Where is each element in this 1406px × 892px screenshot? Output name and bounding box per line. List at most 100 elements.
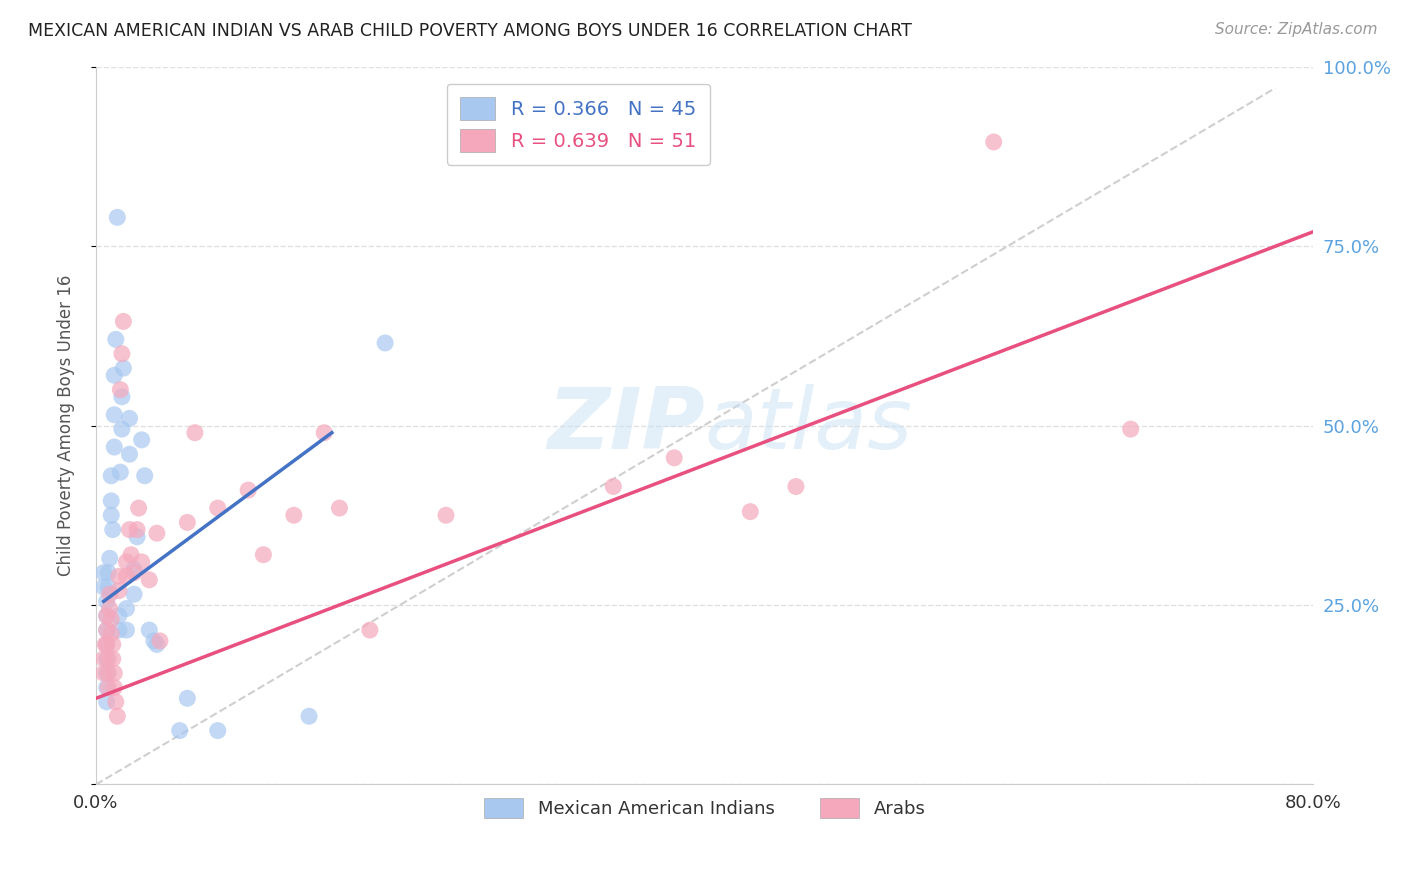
Point	[103, 440, 125, 454]
Point	[298, 709, 321, 723]
Point	[97, 652, 120, 666]
Point	[93, 666, 115, 681]
Point	[238, 483, 260, 497]
Point	[138, 573, 160, 587]
Point	[96, 666, 118, 681]
Point	[103, 666, 125, 681]
Point	[111, 422, 134, 436]
Point	[101, 523, 124, 537]
Point	[118, 447, 141, 461]
Point	[103, 408, 125, 422]
Point	[134, 468, 156, 483]
Point	[111, 390, 134, 404]
Point	[101, 652, 124, 666]
Point	[112, 361, 135, 376]
Point	[176, 691, 198, 706]
Point	[118, 411, 141, 425]
Point	[314, 425, 336, 440]
Point	[328, 501, 350, 516]
Point	[207, 723, 229, 738]
Point	[131, 555, 153, 569]
Point	[142, 633, 165, 648]
Point	[96, 652, 118, 666]
Point	[96, 623, 118, 637]
Text: ZIP: ZIP	[547, 384, 704, 467]
Point	[104, 332, 127, 346]
Point	[94, 637, 117, 651]
Legend: Mexican American Indians, Arabs: Mexican American Indians, Arabs	[477, 790, 934, 826]
Point	[146, 637, 169, 651]
Point	[131, 433, 153, 447]
Point	[104, 695, 127, 709]
Point	[98, 601, 121, 615]
Point	[115, 601, 138, 615]
Point	[127, 530, 149, 544]
Point	[169, 723, 191, 738]
Point	[105, 211, 128, 225]
Point	[118, 523, 141, 537]
Text: Source: ZipAtlas.com: Source: ZipAtlas.com	[1215, 22, 1378, 37]
Point	[108, 569, 131, 583]
Point	[97, 666, 120, 681]
Point	[96, 695, 118, 709]
Point	[664, 450, 686, 465]
Point	[98, 551, 121, 566]
Point	[98, 587, 121, 601]
Point	[120, 548, 142, 562]
Point	[283, 508, 305, 523]
Point	[105, 709, 128, 723]
Point	[103, 681, 125, 695]
Point	[983, 135, 1005, 149]
Point	[138, 623, 160, 637]
Point	[110, 465, 132, 479]
Point	[252, 548, 274, 562]
Point	[1119, 422, 1142, 436]
Point	[96, 623, 118, 637]
Point	[359, 623, 381, 637]
Point	[93, 566, 115, 580]
Point	[96, 594, 118, 608]
Point	[602, 479, 624, 493]
Point	[96, 681, 118, 695]
Point	[374, 335, 396, 350]
Point	[96, 637, 118, 651]
Point	[740, 505, 762, 519]
Point	[108, 623, 131, 637]
Point	[97, 566, 120, 580]
Point	[112, 314, 135, 328]
Point	[149, 633, 172, 648]
Point	[184, 425, 207, 440]
Point	[100, 626, 122, 640]
Point	[176, 516, 198, 530]
Point	[434, 508, 457, 523]
Point	[785, 479, 807, 493]
Text: atlas: atlas	[704, 384, 912, 467]
Point	[101, 637, 124, 651]
Point	[97, 681, 120, 695]
Point	[122, 587, 145, 601]
Point	[207, 501, 229, 516]
Point	[100, 612, 122, 626]
Point	[103, 368, 125, 383]
Point	[108, 583, 131, 598]
Point	[115, 555, 138, 569]
Point	[111, 347, 134, 361]
Point	[100, 468, 122, 483]
Point	[127, 523, 149, 537]
Point	[93, 652, 115, 666]
Point	[115, 623, 138, 637]
Point	[122, 562, 145, 576]
Point	[128, 501, 150, 516]
Point	[100, 494, 122, 508]
Point	[96, 637, 118, 651]
Text: MEXICAN AMERICAN INDIAN VS ARAB CHILD POVERTY AMONG BOYS UNDER 16 CORRELATION CH: MEXICAN AMERICAN INDIAN VS ARAB CHILD PO…	[28, 22, 912, 40]
Point	[96, 608, 118, 623]
Point	[97, 580, 120, 594]
Point	[146, 526, 169, 541]
Point	[100, 508, 122, 523]
Y-axis label: Child Poverty Among Boys Under 16: Child Poverty Among Boys Under 16	[58, 275, 75, 576]
Point	[115, 569, 138, 583]
Point	[93, 580, 115, 594]
Point	[108, 608, 131, 623]
Point	[110, 383, 132, 397]
